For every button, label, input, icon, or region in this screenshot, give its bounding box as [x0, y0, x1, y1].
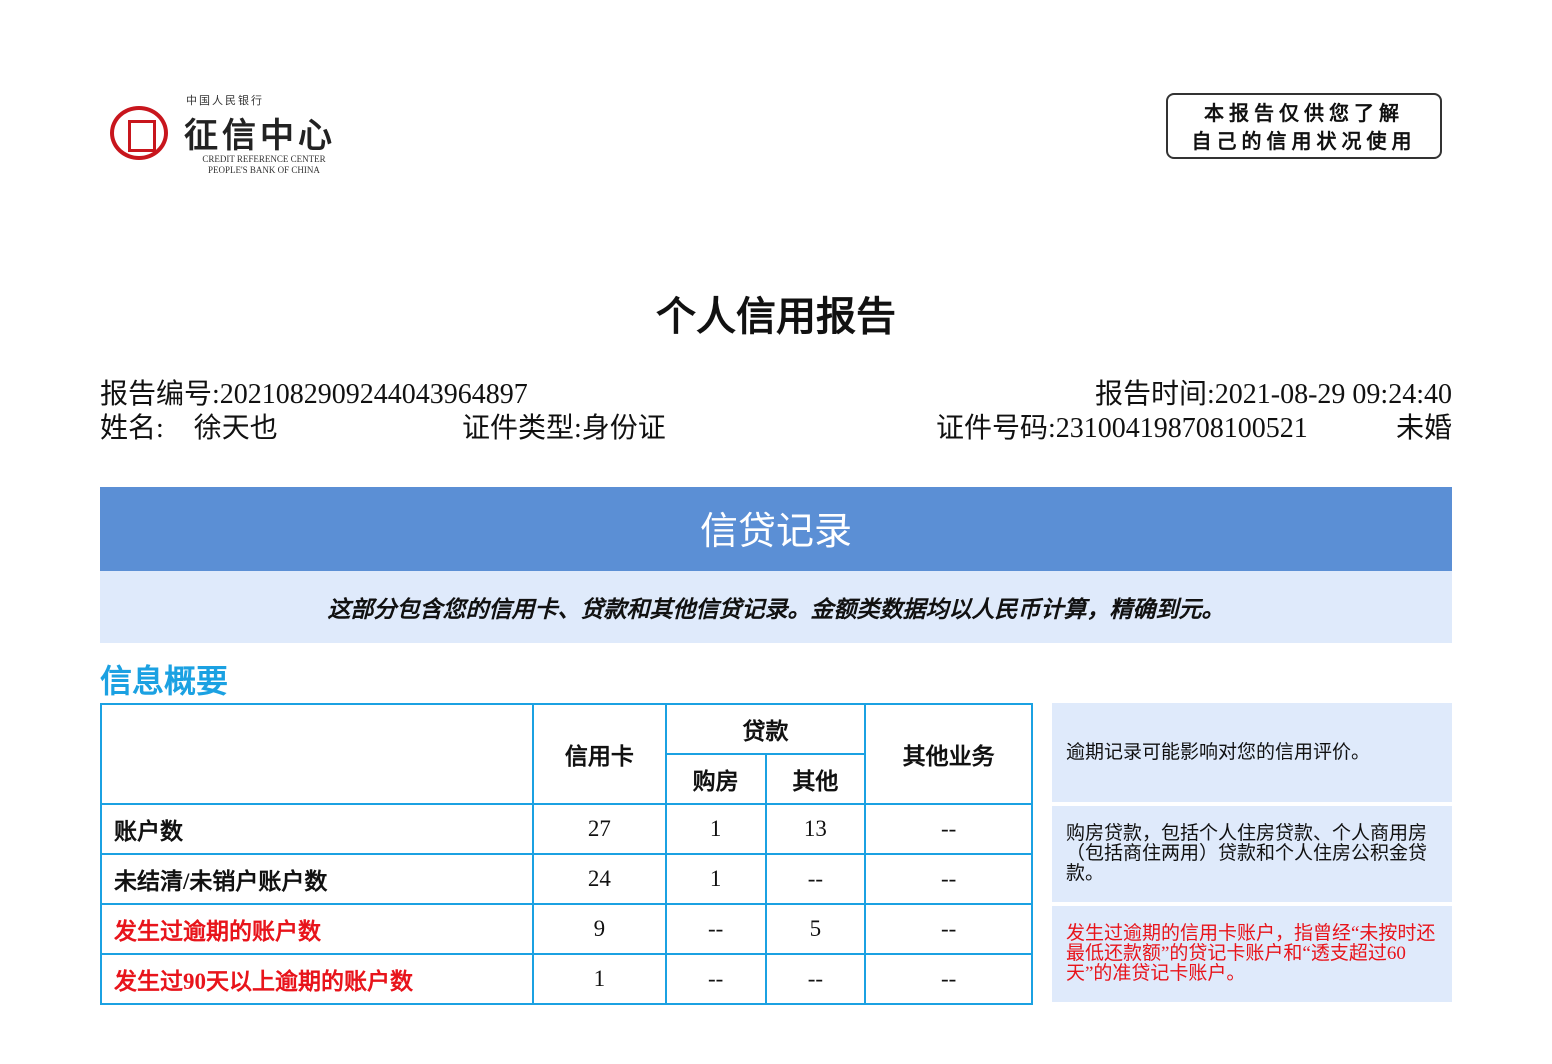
- header-credit-card: 信用卡: [532, 703, 667, 805]
- logo-top-text: 中国人民银行: [186, 95, 264, 107]
- seal-icon: [110, 106, 168, 160]
- summary-title: 信息概要: [100, 663, 229, 699]
- note-house-loan: 购房贷款，包括个人住房贷款、个人商用房（包括商住两用）贷款和个人住房公积金贷款。: [1052, 806, 1452, 902]
- header-other-business: 其他业务: [864, 703, 1033, 805]
- header-loan: 贷款: [664, 703, 867, 755]
- section-description: 这部分包含您的信用卡、贷款和其他信贷记录。金额类数据均以人民币计算，精确到元。: [100, 571, 1452, 643]
- table-row: 发生过90天以上逾期的账户数 1 -- -- --: [100, 953, 1033, 1005]
- cell-value: 24: [532, 853, 667, 905]
- row-label: 未结清/未销户账户数: [100, 853, 534, 905]
- header-house: 购房: [664, 753, 767, 805]
- note-overdue: 逾期记录可能影响对您的信用评价。: [1052, 703, 1452, 802]
- cell-value: 1: [664, 803, 767, 855]
- report-number: 报告编号:2021082909244043964897: [100, 379, 528, 410]
- cell-value: --: [664, 903, 767, 955]
- page-title: 个人信用报告: [656, 294, 896, 339]
- table-row: 发生过逾期的账户数 9 -- 5 --: [100, 903, 1033, 955]
- table-row: 账户数 27 1 13 --: [100, 803, 1033, 855]
- cell-value: 13: [764, 803, 867, 855]
- row-label: 发生过逾期的账户数: [100, 903, 534, 955]
- cell-value: --: [864, 853, 1033, 905]
- credit-center-logo: 中国人民银行 征信中心 CREDIT REFERENCE CENTER PEOPL…: [110, 92, 350, 182]
- logo-name: 征信中心: [184, 118, 336, 155]
- usage-stamp: 本报告仅供您了解 自己的信用状况使用: [1166, 93, 1442, 159]
- summary-table: 信用卡 贷款 其他业务 购房 其他 账户数 27 1 13 -- 未结清/未销户账户数 24…: [100, 703, 1033, 1005]
- marital-status: 未婚: [1395, 413, 1452, 444]
- cell-value: --: [764, 953, 867, 1005]
- cell-value: 27: [532, 803, 667, 855]
- cell-value: --: [664, 953, 767, 1005]
- cell-value: 9: [532, 903, 667, 955]
- cell-value: --: [764, 853, 867, 905]
- row-label: 发生过90天以上逾期的账户数: [100, 953, 534, 1005]
- header-other: 其他: [764, 753, 867, 805]
- cell-value: 5: [764, 903, 867, 955]
- cell-value: --: [864, 803, 1033, 855]
- logo-english: CREDIT REFERENCE CENTER PEOPLE'S BANK OF …: [202, 154, 326, 175]
- id-type: 证件类型:身份证: [462, 413, 666, 444]
- cell-value: 1: [532, 953, 667, 1005]
- cell-value: --: [864, 953, 1033, 1005]
- cell-value: 1: [664, 853, 767, 905]
- report-time: 报告时间:2021-08-29 09:24:40: [1095, 379, 1452, 410]
- person-name: 姓名: 徐天也: [100, 413, 278, 444]
- table-row: 未结清/未销户账户数 24 1 -- --: [100, 853, 1033, 905]
- section-header: 信贷记录: [100, 487, 1452, 571]
- cell-value: --: [864, 903, 1033, 955]
- note-overdue-card: 发生过逾期的信用卡账户，指曾经“未按时还最低还款额”的贷记卡账户和“透支超过60…: [1052, 906, 1452, 1002]
- row-label: 账户数: [100, 803, 534, 855]
- id-number: 证件号码:231004198708100521: [936, 413, 1308, 444]
